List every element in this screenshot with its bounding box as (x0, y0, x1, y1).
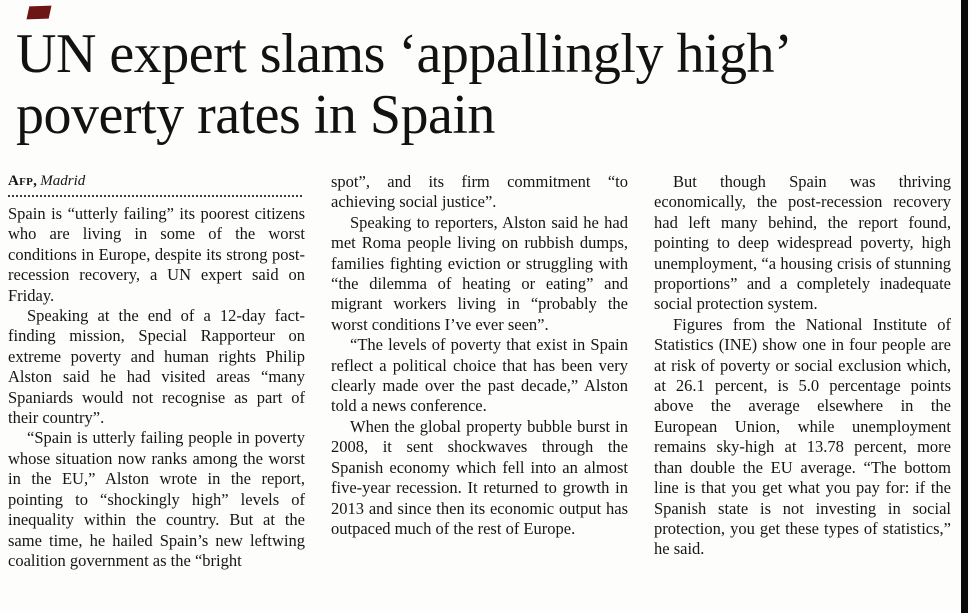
column-2: spot”, and its firm commitment “to achie… (331, 172, 628, 571)
paragraph: spot”, and its firm commitment “to achie… (331, 172, 628, 212)
byline-location: Madrid (40, 173, 86, 189)
column-3-paragraphs: But though Spain was thriving economical… (654, 172, 951, 560)
byline-agency: Afp, (8, 173, 38, 189)
dotted-rule (8, 195, 303, 197)
paragraph: Speaking to reporters, Alston said he ha… (331, 212, 628, 334)
column-1: Afp, Madrid Spain is “utterly failing” it… (8, 172, 305, 571)
headline: UN expert slams ‘appallingly high’ povert… (16, 23, 793, 146)
column-2-paragraphs: spot”, and its firm commitment “to achie… (331, 172, 628, 539)
column-1-paragraphs: Spain is “utterly failing” its poorest c… (8, 204, 305, 571)
paragraph: Spain is “utterly failing” its poorest c… (8, 204, 305, 305)
paragraph: Figures from the National Institute of S… (654, 314, 951, 559)
article-body: Afp, Madrid Spain is “utterly failing” it… (8, 172, 952, 571)
byline: Afp, Madrid (8, 172, 305, 190)
headline-line-2: poverty rates in Spain (16, 84, 495, 146)
headline-line-1: UN expert slams ‘appallingly high’ (16, 23, 793, 85)
paragraph: But though Spain was thriving economical… (654, 172, 951, 314)
paragraph: “Spain is utterly failing people in pove… (8, 428, 305, 570)
paragraph: “The levels of poverty that exist in Spa… (331, 335, 628, 416)
red-masthead-fragment (26, 5, 52, 20)
column-3: But though Spain was thriving economical… (654, 172, 951, 571)
paragraph: When the global property bubble burst in… (331, 416, 628, 538)
page-edge-rule (961, 0, 968, 613)
paragraph: Speaking at the end of a 12-day fact-fin… (8, 306, 305, 428)
